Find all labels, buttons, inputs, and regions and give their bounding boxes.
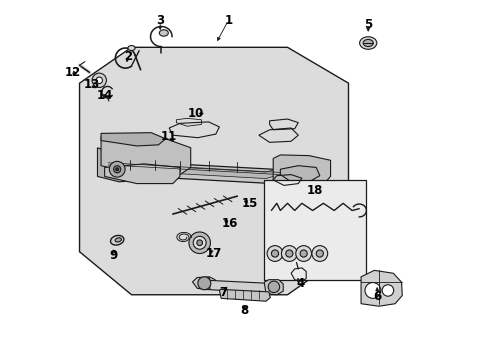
Circle shape	[198, 277, 210, 290]
Polygon shape	[101, 133, 165, 146]
Polygon shape	[192, 277, 215, 290]
Polygon shape	[101, 135, 190, 176]
Polygon shape	[273, 155, 330, 188]
Circle shape	[300, 250, 306, 257]
Text: 12: 12	[65, 66, 81, 79]
Text: 17: 17	[205, 247, 222, 260]
Polygon shape	[208, 278, 269, 293]
Text: 7: 7	[219, 287, 226, 300]
Text: 4: 4	[295, 278, 304, 291]
Text: 6: 6	[372, 290, 381, 303]
Text: 13: 13	[84, 78, 100, 91]
Polygon shape	[280, 166, 319, 182]
Ellipse shape	[359, 37, 376, 49]
Text: 9: 9	[109, 249, 118, 262]
Polygon shape	[104, 164, 180, 184]
Circle shape	[92, 73, 106, 87]
Text: 11: 11	[161, 130, 177, 144]
Text: 16: 16	[222, 216, 238, 230]
Text: 3: 3	[156, 14, 164, 27]
Polygon shape	[264, 280, 283, 295]
Circle shape	[267, 281, 279, 293]
Text: 18: 18	[305, 184, 322, 197]
Ellipse shape	[363, 40, 372, 46]
Circle shape	[271, 250, 278, 257]
Text: 15: 15	[241, 197, 258, 210]
Polygon shape	[115, 159, 290, 179]
Circle shape	[196, 240, 202, 246]
Ellipse shape	[159, 30, 168, 36]
Polygon shape	[360, 270, 402, 306]
Bar	[264, 180, 366, 280]
Circle shape	[266, 246, 282, 261]
Circle shape	[281, 246, 297, 261]
Circle shape	[113, 166, 121, 173]
Text: 14: 14	[96, 89, 113, 102]
Text: 5: 5	[364, 18, 371, 31]
Circle shape	[188, 232, 210, 253]
Circle shape	[364, 283, 380, 298]
Circle shape	[116, 168, 119, 171]
Circle shape	[311, 246, 327, 261]
Polygon shape	[219, 289, 270, 301]
Polygon shape	[80, 47, 348, 295]
Ellipse shape	[128, 45, 135, 50]
Circle shape	[295, 246, 311, 261]
Text: 1: 1	[224, 14, 232, 27]
Text: 10: 10	[187, 107, 204, 120]
Circle shape	[285, 250, 292, 257]
Polygon shape	[101, 157, 301, 184]
Circle shape	[109, 161, 125, 177]
Text: 2: 2	[123, 50, 132, 63]
Circle shape	[316, 250, 323, 257]
Ellipse shape	[110, 235, 123, 245]
Circle shape	[96, 77, 102, 84]
Text: 8: 8	[240, 305, 248, 318]
Circle shape	[382, 285, 393, 296]
Ellipse shape	[115, 238, 121, 242]
Circle shape	[193, 236, 206, 249]
Polygon shape	[97, 148, 144, 182]
